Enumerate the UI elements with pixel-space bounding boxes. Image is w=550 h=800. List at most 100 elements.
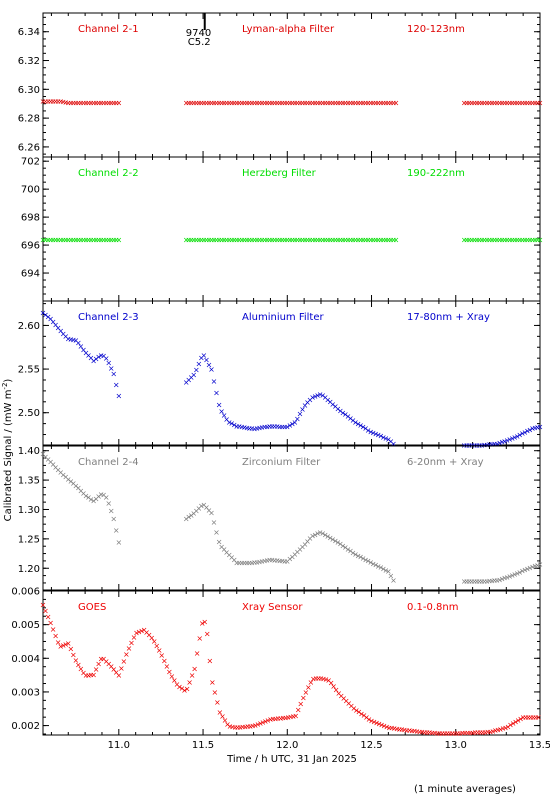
panel-4: 1.40 1.35 1.30 1.25 1.20 Channel 2-4 Zirconium… <box>18 445 543 591</box>
data-point: × <box>537 423 544 432</box>
data-point: × <box>367 98 374 107</box>
data-point: × <box>471 98 478 107</box>
data-point: × <box>385 235 392 244</box>
data-point: × <box>509 434 516 443</box>
data-point: × <box>233 98 240 107</box>
data-point: × <box>356 708 363 717</box>
panel-filter-label: Zirconium Filter <box>242 457 321 468</box>
data-point: × <box>527 563 534 572</box>
data-point: × <box>527 235 534 244</box>
data-point: × <box>269 235 276 244</box>
data-point: × <box>486 440 493 449</box>
data-point: × <box>190 509 197 518</box>
data-point: × <box>221 411 228 420</box>
data-point: × <box>151 637 158 646</box>
y-tick-label: 0.006 <box>11 587 40 598</box>
y-tick-label: 2.60 <box>18 321 40 332</box>
data-point: × <box>198 353 205 362</box>
data-point: × <box>302 98 309 107</box>
data-point: × <box>50 317 57 326</box>
data-point: × <box>246 235 253 244</box>
flare-class: C5.2 <box>188 37 211 48</box>
data-point: × <box>274 235 281 244</box>
data-point: × <box>118 664 125 673</box>
data-point: × <box>510 719 517 728</box>
data-point: × <box>289 98 296 107</box>
data-point: × <box>85 351 92 360</box>
data-point: × <box>365 235 372 244</box>
data-point: × <box>406 726 413 735</box>
data-point: × <box>481 235 488 244</box>
data-point: × <box>203 98 210 107</box>
data-point: × <box>297 699 304 708</box>
data-point: × <box>365 98 372 107</box>
data-point: × <box>45 313 52 322</box>
data-point: × <box>484 728 491 737</box>
data-point: × <box>277 714 284 723</box>
data-point: × <box>292 418 299 427</box>
data-point: × <box>280 714 287 723</box>
data-point: × <box>372 430 379 439</box>
data-point: × <box>271 422 278 431</box>
data-point: × <box>489 727 496 736</box>
data-point: × <box>482 728 489 737</box>
data-point: × <box>329 535 336 544</box>
data-point: × <box>47 235 54 244</box>
data-point: × <box>62 332 69 341</box>
data-point: × <box>314 235 321 244</box>
data-point: × <box>302 235 309 244</box>
data-point: × <box>40 450 47 459</box>
data-point: × <box>231 98 238 107</box>
data-point: × <box>222 716 229 725</box>
data-point: × <box>45 97 52 106</box>
y-tick-label: 6.34 <box>18 27 40 38</box>
data-point: × <box>286 555 293 564</box>
data-point: × <box>238 558 245 567</box>
data-point: × <box>521 566 528 575</box>
panel-channel-label: Channel 2-4 <box>78 457 139 468</box>
data-point: × <box>52 235 59 244</box>
data-point: × <box>284 235 291 244</box>
data-point: × <box>239 723 246 732</box>
data-point: × <box>266 422 273 431</box>
data-point: × <box>261 423 268 432</box>
data-point: × <box>489 576 496 585</box>
data-point: × <box>302 540 309 549</box>
data-point: × <box>206 360 213 369</box>
data-point: × <box>347 414 354 423</box>
data-point: × <box>213 389 220 398</box>
data-point: × <box>471 577 478 586</box>
data-point: × <box>279 98 286 107</box>
data-point: × <box>60 97 67 106</box>
data-point: × <box>169 672 176 681</box>
data-point: × <box>249 235 256 244</box>
data-point: × <box>292 235 299 244</box>
data-point: × <box>292 98 299 107</box>
panel-channel-label: Channel 2-3 <box>78 312 139 323</box>
data-point: × <box>343 696 350 705</box>
data-point: × <box>47 458 54 467</box>
x-tick-label: 11.5 <box>192 740 214 751</box>
data-point: × <box>457 729 464 738</box>
data-point: × <box>357 98 364 107</box>
data-point: × <box>206 235 213 244</box>
data-point: × <box>297 98 304 107</box>
data-point: × <box>340 694 347 703</box>
data-point: × <box>496 235 503 244</box>
data-point: × <box>90 670 97 679</box>
data-point: × <box>452 729 459 738</box>
data-point: × <box>491 98 498 107</box>
series-markers: ××××××××××××××××××××××××××××××××××××××××… <box>40 308 544 450</box>
data-point: × <box>524 98 531 107</box>
data-point: × <box>370 235 377 244</box>
data-point: × <box>47 315 54 324</box>
data-point: × <box>372 98 379 107</box>
panel-5: 0.006 0.005 0.004 0.003 0.002 GOES Xray Sensor… <box>11 587 541 738</box>
data-point: × <box>218 407 225 416</box>
data-point: × <box>514 432 521 441</box>
data-point: × <box>329 400 336 409</box>
data-point: × <box>85 98 92 107</box>
data-point: × <box>519 567 526 576</box>
data-point: × <box>98 654 105 663</box>
